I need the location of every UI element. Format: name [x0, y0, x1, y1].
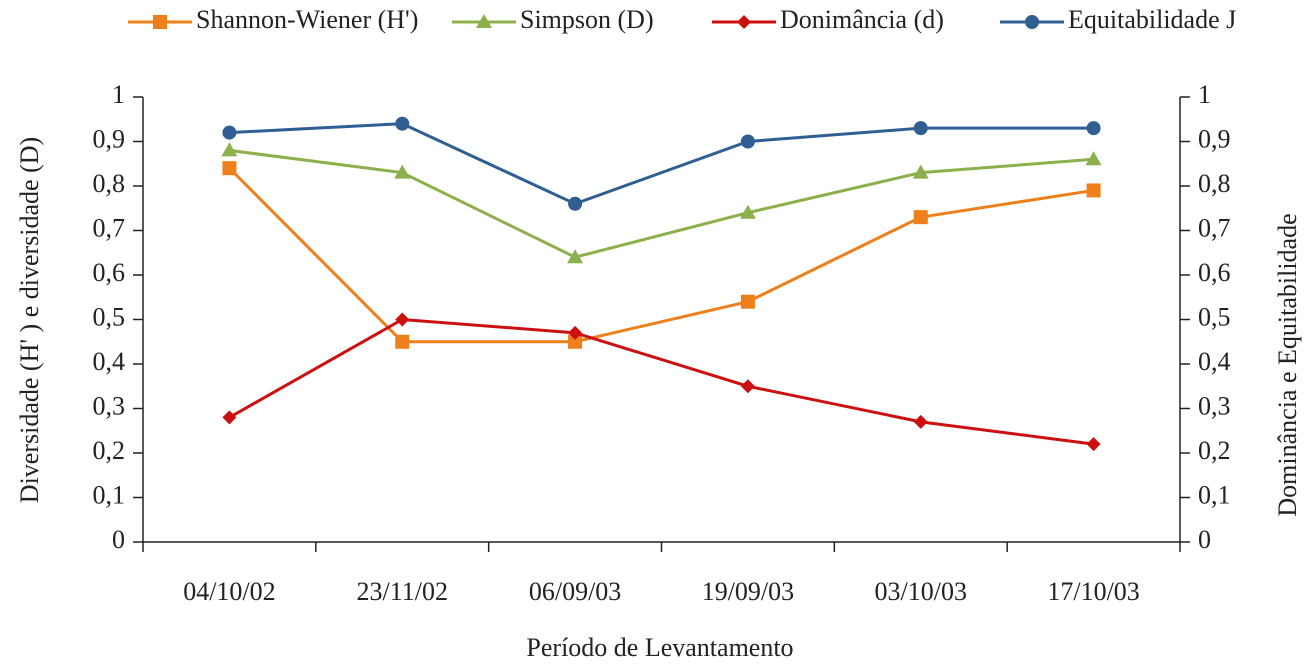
- marker: [740, 294, 755, 309]
- marker: [567, 249, 584, 264]
- y-tick-label: 0,3: [93, 391, 126, 420]
- x-tick-label: 03/10/03: [875, 577, 967, 606]
- marker: [221, 142, 238, 157]
- y2-tick-label: 0,2: [1198, 436, 1231, 465]
- marker: [568, 196, 583, 211]
- series-line: [229, 148, 1094, 259]
- x-tick-label: 23/11/02: [357, 577, 448, 606]
- legend-label: Equitabilidade J: [1068, 5, 1236, 34]
- marker: [222, 410, 237, 425]
- series-line: [228, 167, 1094, 344]
- marker: [740, 134, 755, 149]
- marker: [913, 210, 928, 225]
- x-tick-label: 19/09/03: [702, 577, 794, 606]
- marker: [476, 14, 492, 28]
- y2-tick-label: 0,9: [1198, 124, 1231, 153]
- marker: [1025, 15, 1039, 29]
- y-tick-label: 0,4: [93, 347, 126, 376]
- marker: [395, 116, 410, 131]
- marker: [737, 15, 751, 29]
- y-tick-label: 0,8: [93, 169, 126, 198]
- x-tick-label: 04/10/02: [183, 577, 275, 606]
- y2-tick-label: 0,1: [1198, 480, 1231, 509]
- marker: [1086, 183, 1101, 198]
- marker: [1086, 437, 1101, 452]
- y2-tick-label: 0: [1198, 525, 1211, 554]
- y2-tick-label: 0,8: [1198, 169, 1231, 198]
- marker: [395, 312, 410, 327]
- marker: [739, 204, 756, 219]
- marker: [222, 125, 237, 140]
- y-tick-label: 0,9: [93, 124, 126, 153]
- y2-tick-label: 0,7: [1198, 213, 1231, 242]
- y-tick-label: 0,6: [93, 258, 126, 287]
- marker: [568, 334, 583, 349]
- marker: [395, 334, 410, 349]
- x-axis-title: Período de Levantamento: [526, 633, 793, 662]
- marker: [153, 15, 167, 29]
- legend-label: Shannon-Wiener (H'): [196, 5, 418, 34]
- y-tick-label: 0,1: [93, 480, 126, 509]
- y2-tick-label: 0,3: [1198, 391, 1231, 420]
- series-line: [229, 122, 1094, 206]
- y-tick-label: 0,2: [93, 436, 126, 465]
- marker: [1085, 151, 1102, 166]
- y-axis-title: Diversidade (H' ) e diversidade (D): [15, 137, 44, 503]
- marker: [913, 121, 928, 136]
- y2-tick-label: 0,4: [1198, 347, 1231, 376]
- series-line: [228, 317, 1094, 446]
- marker: [222, 161, 237, 176]
- y2-tick-label: 0,6: [1198, 258, 1231, 287]
- marker: [568, 325, 583, 340]
- y-tick-label: 1: [112, 80, 125, 109]
- y2-tick-label: 1: [1198, 80, 1211, 109]
- marker: [1086, 121, 1101, 136]
- legend-label: Simpson (D): [520, 5, 654, 34]
- marker: [912, 164, 929, 179]
- y2-axis-title: Dominância e Equitabilidade: [1273, 213, 1302, 516]
- legend-label: Donimância (d): [780, 5, 944, 34]
- y-tick-label: 0: [112, 525, 125, 554]
- marker: [740, 379, 755, 394]
- marker: [913, 414, 928, 429]
- y-tick-label: 0,5: [93, 302, 126, 331]
- x-tick-label: 17/10/03: [1047, 577, 1139, 606]
- x-tick-label: 06/09/03: [529, 577, 621, 606]
- marker: [394, 164, 411, 179]
- y-tick-label: 0,7: [93, 213, 126, 242]
- y2-tick-label: 0,5: [1198, 302, 1231, 331]
